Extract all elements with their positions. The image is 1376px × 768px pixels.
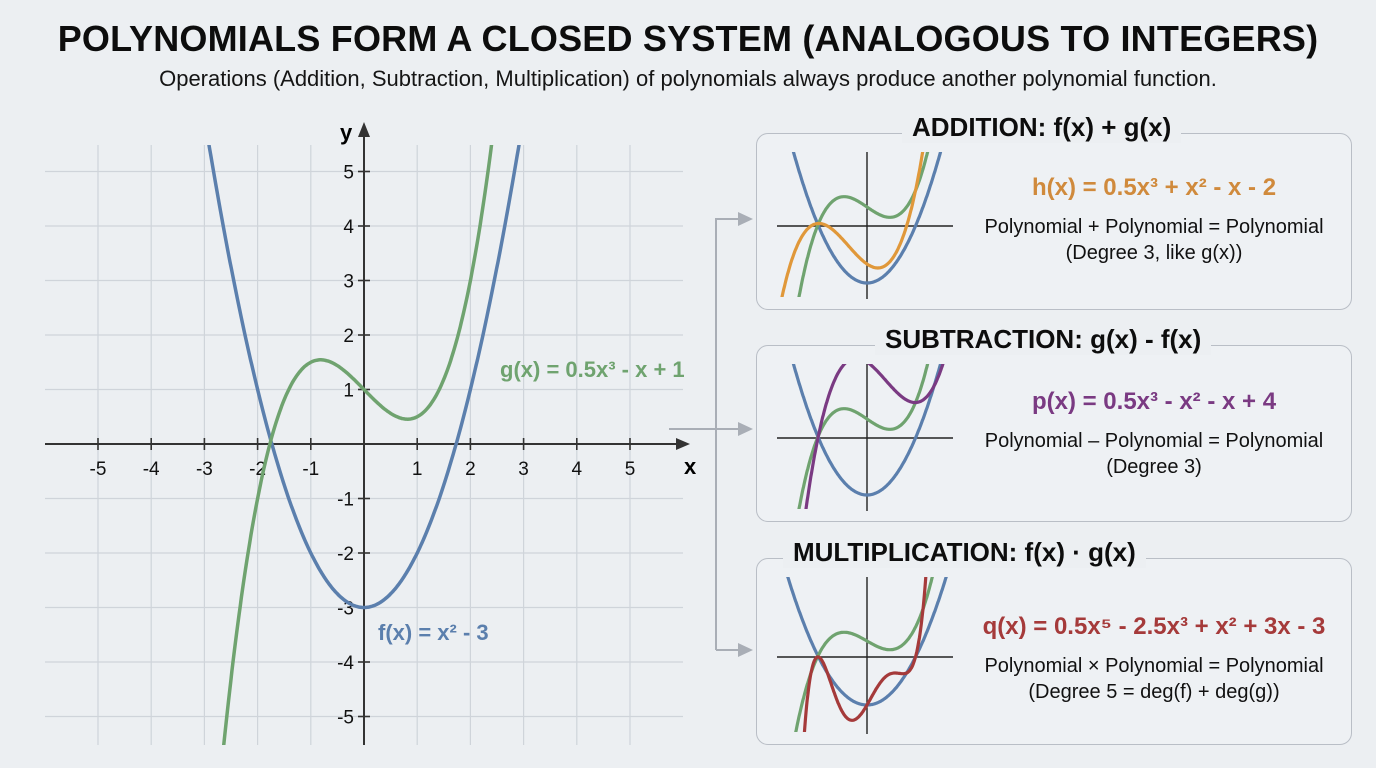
g-mini-curve bbox=[797, 152, 930, 297]
x-axis-label: x bbox=[684, 454, 697, 479]
arrow-head-icon bbox=[738, 643, 753, 657]
x-tick-label: -3 bbox=[196, 459, 213, 480]
result-mini-curve bbox=[780, 152, 925, 297]
subtraction-formula: p(x) = 0.5x³ - x² - x + 4 bbox=[1031, 388, 1277, 415]
f-label: f(x) = x² - 3 bbox=[378, 620, 489, 645]
f-mini-curve bbox=[786, 577, 948, 707]
y-axis-label: y bbox=[340, 120, 353, 145]
page-title: POLYNOMIALS FORM A CLOSED SYSTEM (ANALOG… bbox=[57, 18, 1319, 59]
addition-mini-graph bbox=[777, 152, 953, 299]
y-tick-label: -1 bbox=[337, 490, 354, 511]
arrow-head-icon bbox=[738, 422, 753, 436]
multiplication-title: MULTIPLICATION: f(x) · g(x) bbox=[783, 537, 1146, 568]
f-curve bbox=[207, 145, 521, 610]
x-tick-label: -5 bbox=[90, 459, 107, 480]
multiplication-degree-note: (Degree 5 = deg(f) + deg(g)) bbox=[1028, 681, 1280, 703]
y-tick-label: -2 bbox=[337, 544, 354, 565]
page-subtitle: Operations (Addition, Subtraction, Multi… bbox=[159, 66, 1217, 91]
result-mini-curve bbox=[802, 577, 928, 732]
x-tick-label: -4 bbox=[143, 459, 160, 480]
g-mini-curve bbox=[794, 577, 934, 732]
g-label: g(x) = 0.5x³ - x + 1 bbox=[500, 357, 685, 382]
y-tick-label: -5 bbox=[337, 708, 354, 729]
x-tick-label: 4 bbox=[572, 459, 583, 480]
y-tick-label: 2 bbox=[343, 326, 354, 347]
addition-degree-note: (Degree 3, like g(x)) bbox=[1065, 242, 1243, 264]
x-tick-label: 1 bbox=[412, 459, 423, 480]
y-tick-label: 5 bbox=[343, 163, 354, 184]
f-mini-curve bbox=[791, 364, 943, 497]
result-mini-curve bbox=[804, 364, 945, 509]
y-tick-label: 3 bbox=[343, 272, 354, 293]
x-tick-label: 3 bbox=[518, 459, 529, 480]
x-tick-label: -1 bbox=[302, 459, 319, 480]
y-axis-arrow-icon bbox=[358, 122, 370, 137]
y-tick-label: 4 bbox=[343, 217, 354, 238]
x-axis-arrow-icon bbox=[676, 438, 690, 450]
subtraction-note: Polynomial – Polynomial = Polynomial bbox=[984, 430, 1324, 452]
g-mini-curve bbox=[797, 364, 930, 509]
y-tick-label: -4 bbox=[337, 653, 354, 674]
multiplication-note: Polynomial × Polynomial = Polynomial bbox=[984, 655, 1324, 677]
x-tick-label: 2 bbox=[465, 459, 476, 480]
addition-note: Polynomial + Polynomial = Polynomial bbox=[984, 216, 1324, 238]
addition-panel: ADDITION: f(x) + g(x) h(x) = 0.5x³ + x² … bbox=[756, 112, 1352, 310]
addition-title: ADDITION: f(x) + g(x) bbox=[902, 112, 1182, 143]
addition-formula: h(x) = 0.5x³ + x² - x - 2 bbox=[1031, 174, 1277, 201]
arrow-head-icon bbox=[738, 212, 753, 226]
subtraction-degree-note: (Degree 3) bbox=[1106, 456, 1202, 478]
y-tick-label: 1 bbox=[343, 381, 354, 402]
subtraction-panel: SUBTRACTION: g(x) - f(x) p(x) = 0.5x³ - … bbox=[756, 324, 1352, 522]
subtraction-title: SUBTRACTION: g(x) - f(x) bbox=[875, 324, 1212, 355]
connector-arrows bbox=[669, 218, 740, 651]
multiplication-formula: q(x) = 0.5x⁵ - 2.5x³ + x² + 3x - 3 bbox=[982, 613, 1326, 640]
subtraction-mini-graph bbox=[777, 364, 953, 511]
x-tick-label: 5 bbox=[625, 459, 636, 480]
multiplication-panel: MULTIPLICATION: f(x) · g(x) q(x) = 0.5x⁵… bbox=[756, 537, 1352, 745]
f-mini-curve bbox=[791, 152, 943, 285]
multiplication-mini-graph bbox=[777, 577, 953, 734]
g-curve bbox=[221, 145, 494, 745]
